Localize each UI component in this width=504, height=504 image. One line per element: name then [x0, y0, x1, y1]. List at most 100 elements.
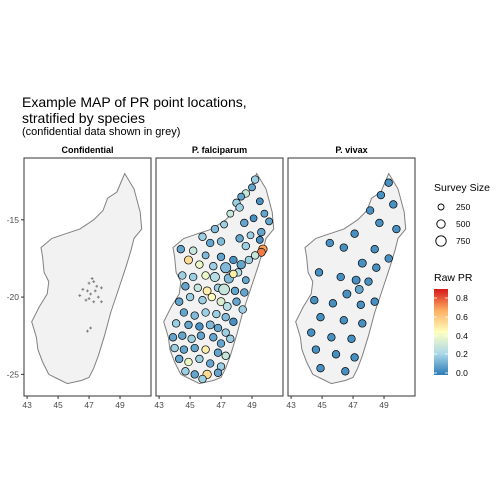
falciparum-survey-point	[216, 297, 226, 307]
confidential-point	[95, 284, 99, 288]
vivax-survey-point	[307, 328, 316, 337]
falciparum-survey-point	[240, 288, 249, 297]
falciparum-survey-point	[257, 228, 266, 237]
vivax-survey-point	[347, 334, 356, 343]
falciparum-survey-point	[229, 255, 238, 265]
falciparum-survey-point	[195, 354, 204, 364]
vivax-survey-point	[372, 263, 381, 272]
falciparum-survey-point	[201, 345, 210, 354]
title-line-2: stratified by species	[22, 110, 145, 126]
falciparum-survey-point	[190, 343, 199, 353]
falciparum-points	[168, 175, 273, 384]
strip-label-vivax: P. vivax	[335, 145, 367, 155]
legend-pr-label-0.2: 0.2	[456, 349, 468, 359]
vivax-survey-point	[350, 229, 359, 238]
y-tick-label: -15	[7, 215, 20, 225]
falciparum-survey-point	[213, 323, 223, 333]
confidential-point	[89, 292, 92, 296]
confidential-points	[78, 277, 103, 333]
confidential-point	[84, 298, 88, 302]
strip-label-falciparum: P. falciparum	[192, 145, 247, 155]
falciparum-survey-point	[184, 255, 193, 265]
x-tick-label: 43	[154, 400, 164, 410]
falciparum-survey-point	[168, 333, 178, 342]
x-tick-label: 43	[286, 400, 296, 410]
legend-pr-label-0.0: 0.0	[456, 368, 468, 378]
confidential-point	[100, 300, 103, 304]
falciparum-survey-point	[221, 351, 230, 360]
falciparum-survey-point	[210, 224, 220, 234]
falciparum-survey-point	[244, 255, 254, 265]
legend-pr-label-0.8: 0.8	[456, 293, 468, 303]
falciparum-survey-point	[181, 282, 190, 291]
falciparum-survey-point	[171, 319, 181, 328]
falciparum-survey-point	[221, 313, 230, 322]
legend-pr-label-0.4: 0.4	[456, 331, 468, 341]
falciparum-survey-point	[238, 305, 247, 314]
falciparum-survey-point	[241, 241, 250, 251]
falciparum-survey-point	[248, 183, 256, 192]
falciparum-survey-point	[212, 309, 221, 319]
falciparum-survey-point	[250, 251, 260, 260]
falciparum-survey-point	[229, 317, 238, 326]
vivax-survey-point	[370, 245, 379, 254]
falciparum-survey-point	[235, 203, 244, 212]
confidential-point	[86, 289, 89, 293]
vivax-survey-point	[365, 206, 375, 215]
axes: 43 45 47 49 43 45 47 49 43 45 47 49 -15 -20 -25	[7, 215, 389, 410]
x-tick-label: 45	[53, 400, 63, 410]
legend-pr-label-0.6: 0.6	[456, 312, 468, 322]
falciparum-survey-point	[179, 345, 189, 354]
falciparum-survey-point	[195, 322, 204, 331]
falciparum-survey-point	[255, 236, 264, 244]
falciparum-survey-point	[205, 320, 215, 330]
falciparum-survey-point	[213, 348, 223, 357]
falciparum-survey-point	[195, 260, 204, 269]
falciparum-survey-point	[250, 175, 260, 184]
falciparum-survey-point	[198, 374, 207, 384]
vivax-survey-point	[392, 224, 401, 234]
falciparum-survey-point	[230, 286, 240, 296]
falciparum-survey-point	[237, 192, 246, 201]
x-tick-label: 49	[247, 400, 257, 410]
vivax-survey-point	[376, 190, 386, 200]
x-tick-label: 49	[379, 400, 389, 410]
vivax-survey-point	[327, 333, 336, 342]
legend-size-label-500: 500	[456, 219, 470, 229]
vivax-survey-point	[342, 289, 352, 299]
panel-falciparum: P. falciparum	[155, 142, 284, 397]
falciparum-survey-point	[222, 302, 232, 311]
falciparum-survey-point	[201, 271, 210, 280]
falciparum-survey-point	[229, 269, 238, 279]
plot-title: Example MAP of PR point locations, strat…	[22, 94, 322, 139]
falciparum-survey-point	[178, 271, 187, 280]
falciparum-survey-point	[226, 209, 235, 218]
vivax-survey-point	[311, 345, 321, 354]
falciparum-survey-point	[206, 238, 215, 248]
x-tick-label: 45	[317, 400, 327, 410]
y-tick-label: -25	[7, 369, 20, 379]
vivax-survey-point	[325, 238, 334, 248]
falciparum-survey-point	[209, 272, 220, 282]
strip-falciparum-bg	[156, 142, 283, 158]
falciparum-survey-point	[232, 297, 241, 306]
falciparum-survey-point	[209, 262, 218, 271]
falciparum-survey-point	[201, 251, 210, 260]
falciparum-survey-point	[189, 272, 198, 282]
confidential-point	[92, 300, 96, 304]
vivax-survey-point	[370, 297, 379, 306]
falciparum-survey-point	[189, 246, 198, 255]
legend-size-title: Survey Size	[434, 182, 490, 194]
confidential-point	[92, 280, 96, 284]
x-tick-label: 45	[185, 400, 195, 410]
falciparum-survey-point	[216, 237, 226, 246]
madagascar-outline-confidential	[31, 172, 143, 385]
falciparum-survey-point	[216, 252, 226, 262]
falciparum-survey-point	[240, 218, 249, 228]
falciparum-survey-point	[221, 328, 230, 337]
falciparum-survey-point	[184, 357, 193, 367]
falciparum-survey-point	[179, 308, 189, 317]
falciparum-survey-point	[226, 334, 235, 343]
falciparum-survey-point	[193, 283, 202, 292]
vivax-survey-point	[384, 254, 393, 263]
